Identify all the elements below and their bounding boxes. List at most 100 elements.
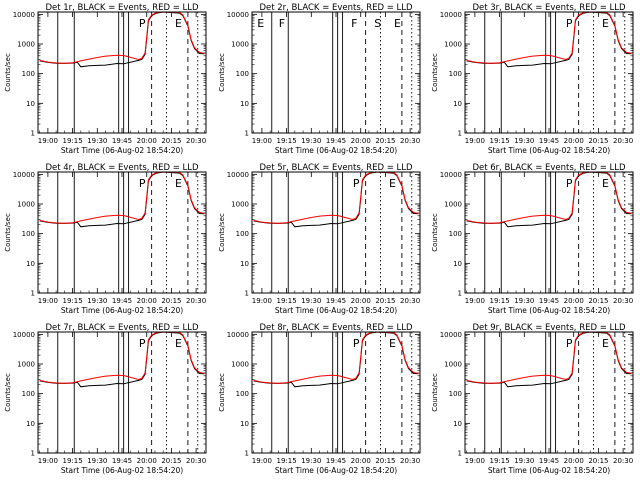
x-tick-label: 19:00 xyxy=(465,457,485,465)
x-axis-label: Start Time (06-Aug-02 18:54:20) xyxy=(275,306,397,315)
panel-title: Det 2r, BLACK = Events, RED = LLD xyxy=(259,3,413,13)
x-tick-label: 19:00 xyxy=(38,137,58,145)
y-tick-label: 1000 xyxy=(231,201,249,209)
x-tick-label: 19:00 xyxy=(465,297,485,305)
annotation-letter: P xyxy=(566,337,573,350)
y-tick-label: 1000 xyxy=(444,201,462,209)
series-line-lld xyxy=(39,332,205,384)
x-tick-label: 19:30 xyxy=(87,137,107,145)
y-axis-label: Counts/sec xyxy=(218,213,226,252)
x-tick-label: 20:00 xyxy=(564,137,584,145)
x-axis-label: Start Time (06-Aug-02 18:54:20) xyxy=(488,146,610,155)
x-tick-label: 20:30 xyxy=(186,297,206,305)
y-tick-label: 1000 xyxy=(444,361,462,369)
x-tick-label: 20:15 xyxy=(161,297,181,305)
x-tick-label: 19:30 xyxy=(514,137,534,145)
annotation-letter: E xyxy=(602,337,609,350)
y-tick-label: 100 xyxy=(236,70,249,78)
y-tick-label: 100 xyxy=(236,230,249,238)
y-tick-label: 1000 xyxy=(444,41,462,49)
y-tick-label: 10000 xyxy=(227,171,249,179)
y-tick-label: 1000 xyxy=(17,41,35,49)
panel-det-6: Det 6r, BLACK = Events, RED = LLD Counts/… xyxy=(431,163,634,315)
x-tick-label: 19:45 xyxy=(112,137,132,145)
y-tick-label: 1 xyxy=(31,290,35,298)
panel-det-4: Det 4r, BLACK = Events, RED = LLD Counts/… xyxy=(4,163,207,315)
y-tick-label: 10000 xyxy=(13,171,35,179)
y-axis-label: Counts/sec xyxy=(218,53,226,92)
plot-area xyxy=(253,172,419,293)
y-tick-label: 1000 xyxy=(17,201,35,209)
x-tick-label: 19:00 xyxy=(38,457,58,465)
annotation-letter: E xyxy=(389,337,396,350)
y-tick-label: 10 xyxy=(453,100,462,108)
annotation-letter: S xyxy=(374,17,381,30)
panel-title: Det 4r, BLACK = Events, RED = LLD xyxy=(45,163,199,173)
panel-det-3: Det 3r, BLACK = Events, RED = LLD Counts/… xyxy=(431,3,634,155)
annotation-letter: P xyxy=(353,177,360,190)
x-axis-label: Start Time (06-Aug-02 18:54:20) xyxy=(275,146,397,155)
x-tick-label: 19:30 xyxy=(514,297,534,305)
panel-title: Det 3r, BLACK = Events, RED = LLD xyxy=(472,3,626,13)
x-tick-label: 20:15 xyxy=(161,137,181,145)
annotation-letter: F xyxy=(279,17,285,30)
y-tick-label: 100 xyxy=(22,70,35,78)
y-tick-label: 1 xyxy=(458,290,462,298)
x-tick-label: 20:30 xyxy=(400,137,420,145)
y-tick-label: 10 xyxy=(453,420,462,428)
plot-area xyxy=(466,172,632,293)
panel-title: Det 5r, BLACK = Events, RED = LLD xyxy=(259,163,413,173)
x-tick-label: 20:00 xyxy=(137,137,157,145)
x-tick-label: 19:30 xyxy=(87,297,107,305)
y-tick-label: 10 xyxy=(26,100,35,108)
y-axis-label: Counts/sec xyxy=(431,53,439,92)
y-axis-label: Counts/sec xyxy=(218,373,226,412)
x-tick-label: 19:15 xyxy=(62,137,82,145)
y-tick-label: 10 xyxy=(240,100,249,108)
y-tick-label: 10000 xyxy=(440,331,462,339)
x-tick-label: 20:00 xyxy=(351,457,371,465)
x-tick-label: 20:30 xyxy=(613,297,633,305)
series-line-lld xyxy=(253,332,419,384)
series-line-lld xyxy=(466,12,632,64)
series-line-lld xyxy=(39,172,205,224)
y-tick-label: 10 xyxy=(240,260,249,268)
plot-area xyxy=(39,12,205,133)
x-tick-label: 20:15 xyxy=(588,137,608,145)
x-tick-label: 20:00 xyxy=(137,297,157,305)
x-tick-label: 19:30 xyxy=(87,457,107,465)
y-tick-label: 1 xyxy=(245,450,249,458)
x-tick-label: 19:00 xyxy=(465,137,485,145)
plot-area xyxy=(39,332,205,453)
y-tick-label: 1 xyxy=(458,130,462,138)
x-axis-label: Start Time (06-Aug-02 18:54:20) xyxy=(61,146,183,155)
panel-title: Det 8r, BLACK = Events, RED = LLD xyxy=(259,323,413,333)
x-tick-label: 19:45 xyxy=(112,457,132,465)
y-axis-label: Counts/sec xyxy=(431,213,439,252)
x-tick-label: 20:30 xyxy=(400,457,420,465)
x-tick-label: 20:00 xyxy=(564,457,584,465)
panel-title: Det 7r, BLACK = Events, RED = LLD xyxy=(45,323,199,333)
annotation-letter: E xyxy=(175,17,182,30)
series-line-lld xyxy=(466,172,632,224)
y-tick-label: 100 xyxy=(22,390,35,398)
x-tick-label: 19:45 xyxy=(326,297,346,305)
y-tick-label: 100 xyxy=(449,230,462,238)
x-tick-label: 19:30 xyxy=(301,457,321,465)
y-tick-label: 1000 xyxy=(231,361,249,369)
annotation-letter: P xyxy=(353,337,360,350)
x-axis-label: Start Time (06-Aug-02 18:54:20) xyxy=(488,306,610,315)
y-tick-label: 100 xyxy=(449,70,462,78)
series-line-lld xyxy=(39,12,205,64)
y-tick-label: 10000 xyxy=(13,11,35,19)
y-tick-label: 10000 xyxy=(440,171,462,179)
annotation-letter: E xyxy=(602,177,609,190)
y-axis-label: Counts/sec xyxy=(4,53,12,92)
panel-title: Det 9r, BLACK = Events, RED = LLD xyxy=(472,323,626,333)
y-tick-label: 10 xyxy=(453,260,462,268)
annotation-letter: E xyxy=(602,17,609,30)
y-tick-label: 1 xyxy=(31,130,35,138)
y-tick-label: 100 xyxy=(236,390,249,398)
x-tick-label: 20:30 xyxy=(613,137,633,145)
